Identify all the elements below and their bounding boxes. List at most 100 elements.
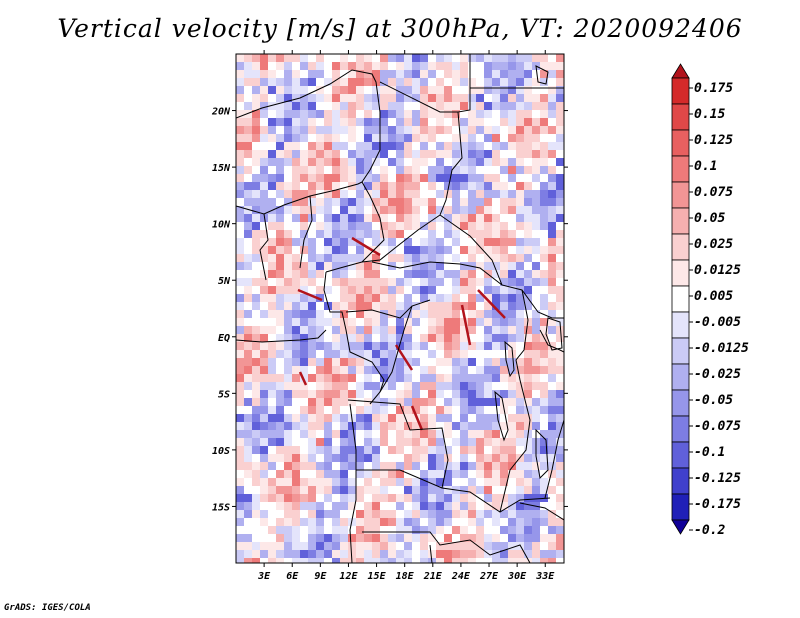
field-cell: [276, 70, 285, 79]
field-cell: [404, 94, 413, 103]
field-cell: [452, 494, 461, 503]
field-cell: [468, 358, 477, 367]
field-cell: [356, 358, 365, 367]
field-cell: [300, 254, 309, 263]
field-cell: [268, 118, 277, 127]
field-cell: [548, 542, 557, 551]
field-cell: [524, 238, 533, 247]
field-cell: [356, 310, 365, 319]
field-cell: [244, 278, 253, 287]
x-tick-label: 33E: [535, 571, 555, 582]
field-cell: [524, 198, 533, 207]
field-cell: [516, 454, 525, 463]
field-cell: [484, 70, 493, 79]
field-cell: [300, 102, 309, 111]
field-cell: [516, 326, 525, 335]
field-cell: [284, 222, 293, 231]
field-cell: [468, 278, 477, 287]
field-streak: [298, 371, 308, 386]
field-cell: [428, 94, 437, 103]
field-cell: [332, 166, 341, 175]
x-tick-label: 12E: [339, 571, 358, 582]
field-cell: [524, 550, 533, 559]
field-cell: [492, 150, 501, 159]
field-cell: [548, 150, 557, 159]
field-cell: [452, 398, 461, 407]
field-cell: [412, 438, 421, 447]
field-cell: [332, 534, 341, 543]
field-cell: [300, 94, 309, 103]
field-cell: [260, 278, 269, 287]
field-cell: [468, 286, 477, 295]
field-cell: [308, 246, 317, 255]
field-cell: [244, 158, 253, 167]
field-cell: [324, 294, 333, 303]
field-cell: [436, 398, 445, 407]
field-cell: [380, 422, 389, 431]
field-cell: [508, 534, 517, 543]
field-cell: [548, 246, 557, 255]
field-cell: [548, 238, 557, 247]
field-cell: [452, 86, 461, 95]
field-cell: [236, 358, 245, 367]
field-cell: [388, 206, 397, 215]
field-cell: [292, 414, 301, 423]
field-cell: [252, 510, 261, 519]
field-cell: [308, 206, 317, 215]
field-cell: [260, 518, 269, 527]
field-cell: [364, 102, 373, 111]
field-cell: [300, 438, 309, 447]
field-cell: [340, 558, 349, 563]
field-cell: [300, 78, 309, 87]
field-cell: [396, 518, 405, 527]
field-cell: [404, 54, 413, 63]
field-cell: [348, 510, 357, 519]
field-cell: [252, 542, 261, 551]
field-cell: [556, 230, 564, 239]
field-cell: [548, 326, 557, 335]
field-cell: [276, 486, 285, 495]
field-cell: [436, 294, 445, 303]
field-cell: [316, 366, 325, 375]
field-cell: [332, 278, 341, 287]
field-cell: [276, 294, 285, 303]
field-cell: [276, 254, 285, 263]
field-cell: [252, 70, 261, 79]
field-cell: [428, 358, 437, 367]
field-cell: [388, 510, 397, 519]
field-cell: [460, 382, 469, 391]
field-cell: [396, 198, 405, 207]
field-cell: [420, 542, 429, 551]
field-cell: [348, 550, 357, 559]
field-cell: [340, 254, 349, 263]
field-cell: [444, 62, 453, 71]
field-cell: [444, 294, 453, 303]
field-cell: [300, 430, 309, 439]
field-cell: [324, 174, 333, 183]
field-cell: [292, 318, 301, 327]
field-cell: [388, 254, 397, 263]
field-cell: [308, 62, 317, 71]
field-cell: [452, 126, 461, 135]
field-cell: [340, 494, 349, 503]
field-cell: [508, 422, 517, 431]
field-cell: [284, 230, 293, 239]
field-cell: [404, 198, 413, 207]
field-cell: [476, 150, 485, 159]
field-cell: [444, 238, 453, 247]
field-cell: [444, 390, 453, 399]
field-cell: [252, 134, 261, 143]
field-cell: [348, 398, 357, 407]
field-cell: [516, 318, 525, 327]
field-cell: [244, 342, 253, 351]
field-cell: [324, 246, 333, 255]
field-cell: [340, 454, 349, 463]
field-cell: [548, 102, 557, 111]
field-cell: [428, 270, 437, 279]
field-cell: [484, 126, 493, 135]
field-cell: [532, 86, 541, 95]
field-cell: [372, 406, 381, 415]
field-cell: [452, 366, 461, 375]
field-cell: [276, 318, 285, 327]
field-cell: [460, 206, 469, 215]
